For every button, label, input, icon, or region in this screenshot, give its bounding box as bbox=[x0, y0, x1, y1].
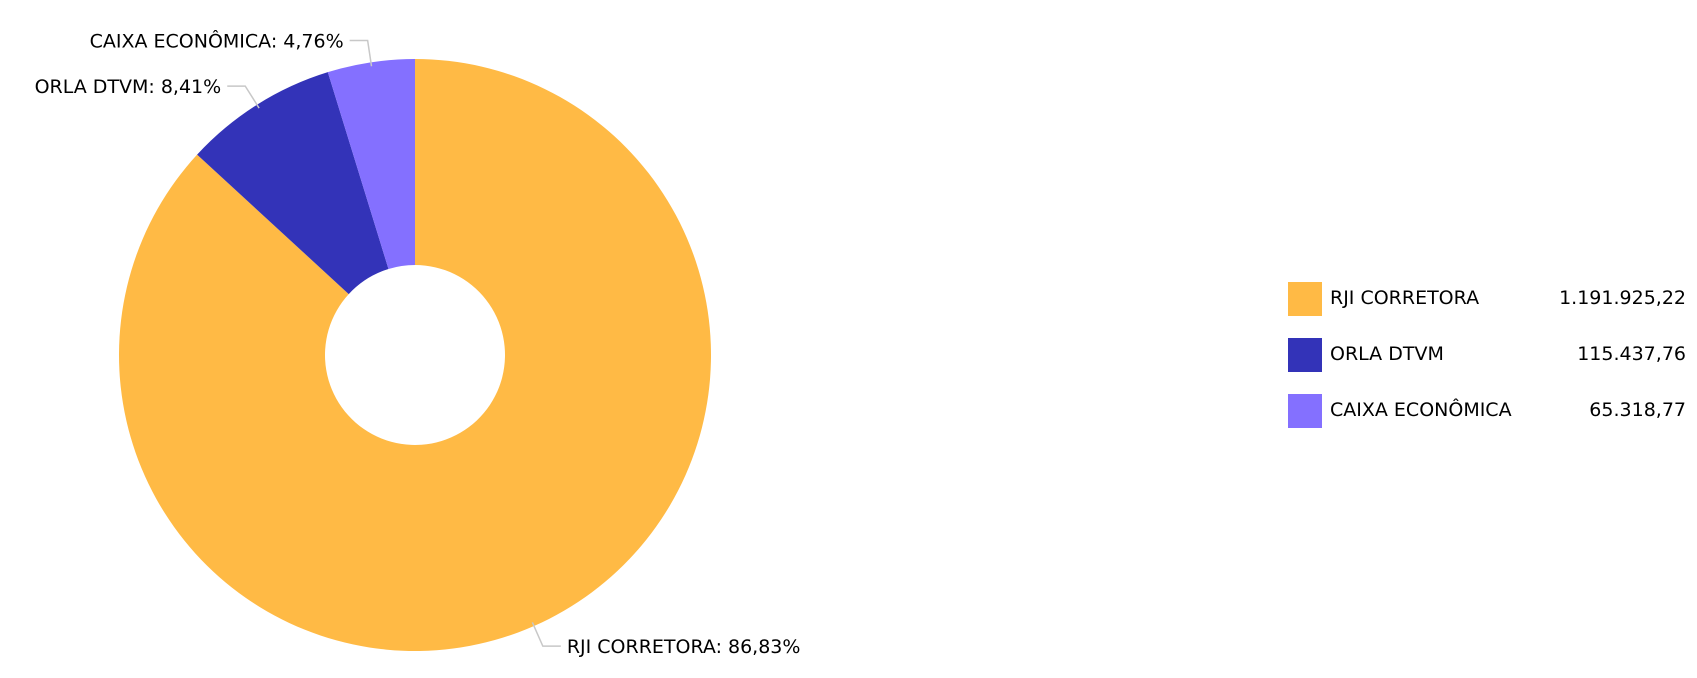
legend-value: 65.318,77 bbox=[1589, 399, 1686, 421]
legend: RJI CORRETORA 1.191.925,22 ORLA DTVM 115… bbox=[1288, 282, 1686, 450]
legend-item-caixa-economica[interactable]: CAIXA ECONÔMICA 65.318,77 bbox=[1288, 394, 1686, 450]
legend-swatch bbox=[1288, 282, 1322, 316]
legend-label: RJI CORRETORA bbox=[1330, 287, 1480, 309]
legend-value: 115.437,76 bbox=[1577, 343, 1686, 365]
legend-label: CAIXA ECONÔMICA bbox=[1330, 399, 1512, 421]
legend-swatch bbox=[1288, 394, 1322, 428]
leader-line-orla-dtvm bbox=[227, 85, 260, 109]
slice-orla-dtvm[interactable] bbox=[197, 72, 389, 295]
legend-item-rji-corretora[interactable]: RJI CORRETORA 1.191.925,22 bbox=[1288, 282, 1686, 338]
leader-line-rji-corretora bbox=[531, 622, 561, 647]
legend-label: ORLA DTVM bbox=[1330, 343, 1444, 365]
legend-item-orla-dtvm[interactable]: ORLA DTVM 115.437,76 bbox=[1288, 338, 1686, 394]
leader-line-caixa-economica bbox=[349, 39, 373, 67]
donut-slices bbox=[119, 59, 712, 651]
slice-labels: RJI CORRETORA: 86,83% ORLA DTVM: 8,41% CAI… bbox=[35, 29, 801, 659]
legend-swatch bbox=[1288, 338, 1322, 372]
slice-caixa-economica[interactable] bbox=[327, 59, 415, 269]
slice-label-caixa-economica: CAIXA ECONÔMICA: 4,76% bbox=[90, 29, 344, 53]
slice-label-rji-corretora: RJI CORRETORA: 86,83% bbox=[567, 636, 801, 658]
slice-rji-corretora[interactable] bbox=[119, 59, 712, 651]
legend-value: 1.191.925,22 bbox=[1559, 287, 1686, 309]
slice-label-orla-dtvm: ORLA DTVM: 8,41% bbox=[35, 76, 222, 98]
